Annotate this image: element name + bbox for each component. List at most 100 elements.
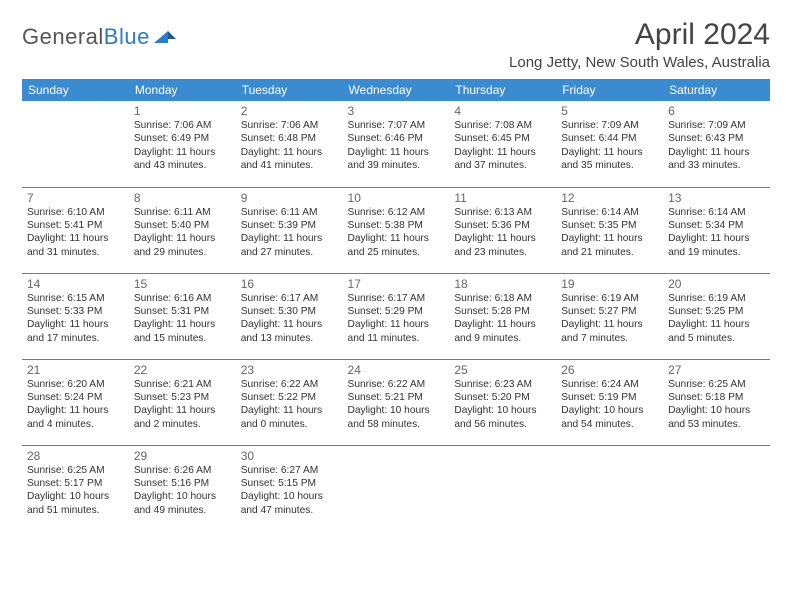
day-number: 5 (561, 104, 658, 118)
day-number: 20 (668, 277, 765, 291)
day-info: Sunrise: 6:25 AMSunset: 5:17 PMDaylight:… (27, 464, 124, 518)
day-info: Sunrise: 7:09 AMSunset: 6:44 PMDaylight:… (561, 119, 658, 173)
location: Long Jetty, New South Wales, Australia (509, 54, 770, 71)
calendar-cell: 12Sunrise: 6:14 AMSunset: 5:35 PMDayligh… (556, 187, 663, 273)
day-info: Sunrise: 6:17 AMSunset: 5:30 PMDaylight:… (241, 292, 338, 346)
calendar-cell: 25Sunrise: 6:23 AMSunset: 5:20 PMDayligh… (449, 359, 556, 445)
day-info: Sunrise: 6:22 AMSunset: 5:21 PMDaylight:… (348, 378, 445, 432)
day-number: 9 (241, 191, 338, 205)
calendar-row: 7Sunrise: 6:10 AMSunset: 5:41 PMDaylight… (22, 187, 770, 273)
calendar-cell: 9Sunrise: 6:11 AMSunset: 5:39 PMDaylight… (236, 187, 343, 273)
day-info: Sunrise: 6:13 AMSunset: 5:36 PMDaylight:… (454, 206, 551, 260)
day-header: Tuesday (236, 79, 343, 101)
month-title: April 2024 (509, 18, 770, 52)
calendar-cell: 27Sunrise: 6:25 AMSunset: 5:18 PMDayligh… (663, 359, 770, 445)
title-block: April 2024 Long Jetty, New South Wales, … (509, 18, 770, 71)
day-info: Sunrise: 6:16 AMSunset: 5:31 PMDaylight:… (134, 292, 231, 346)
logo-word-2: Blue (104, 24, 150, 49)
day-number: 1 (134, 104, 231, 118)
calendar-cell: 17Sunrise: 6:17 AMSunset: 5:29 PMDayligh… (343, 273, 450, 359)
day-info: Sunrise: 6:19 AMSunset: 5:27 PMDaylight:… (561, 292, 658, 346)
day-number: 27 (668, 363, 765, 377)
day-header: Thursday (449, 79, 556, 101)
calendar-head: SundayMondayTuesdayWednesdayThursdayFrid… (22, 79, 770, 101)
day-number: 23 (241, 363, 338, 377)
calendar-cell: 19Sunrise: 6:19 AMSunset: 5:27 PMDayligh… (556, 273, 663, 359)
calendar-body: 1Sunrise: 7:06 AMSunset: 6:49 PMDaylight… (22, 101, 770, 531)
day-number: 4 (454, 104, 551, 118)
calendar-cell: 21Sunrise: 6:20 AMSunset: 5:24 PMDayligh… (22, 359, 129, 445)
calendar-cell: 11Sunrise: 6:13 AMSunset: 5:36 PMDayligh… (449, 187, 556, 273)
calendar-row: 14Sunrise: 6:15 AMSunset: 5:33 PMDayligh… (22, 273, 770, 359)
day-info: Sunrise: 6:26 AMSunset: 5:16 PMDaylight:… (134, 464, 231, 518)
calendar-cell: 13Sunrise: 6:14 AMSunset: 5:34 PMDayligh… (663, 187, 770, 273)
calendar-cell: 23Sunrise: 6:22 AMSunset: 5:22 PMDayligh… (236, 359, 343, 445)
day-info: Sunrise: 7:07 AMSunset: 6:46 PMDaylight:… (348, 119, 445, 173)
calendar-cell (663, 445, 770, 531)
day-info: Sunrise: 7:08 AMSunset: 6:45 PMDaylight:… (454, 119, 551, 173)
day-number: 16 (241, 277, 338, 291)
calendar-cell: 30Sunrise: 6:27 AMSunset: 5:15 PMDayligh… (236, 445, 343, 531)
calendar-cell: 4Sunrise: 7:08 AMSunset: 6:45 PMDaylight… (449, 101, 556, 187)
day-info: Sunrise: 6:19 AMSunset: 5:25 PMDaylight:… (668, 292, 765, 346)
calendar-cell: 22Sunrise: 6:21 AMSunset: 5:23 PMDayligh… (129, 359, 236, 445)
calendar-cell: 24Sunrise: 6:22 AMSunset: 5:21 PMDayligh… (343, 359, 450, 445)
day-number: 19 (561, 277, 658, 291)
calendar-cell (449, 445, 556, 531)
day-info: Sunrise: 7:06 AMSunset: 6:49 PMDaylight:… (134, 119, 231, 173)
calendar-row: 21Sunrise: 6:20 AMSunset: 5:24 PMDayligh… (22, 359, 770, 445)
day-number: 29 (134, 449, 231, 463)
day-info: Sunrise: 6:15 AMSunset: 5:33 PMDaylight:… (27, 292, 124, 346)
day-number: 28 (27, 449, 124, 463)
day-info: Sunrise: 6:24 AMSunset: 5:19 PMDaylight:… (561, 378, 658, 432)
calendar-cell: 2Sunrise: 7:06 AMSunset: 6:48 PMDaylight… (236, 101, 343, 187)
calendar-cell: 20Sunrise: 6:19 AMSunset: 5:25 PMDayligh… (663, 273, 770, 359)
day-info: Sunrise: 6:10 AMSunset: 5:41 PMDaylight:… (27, 206, 124, 260)
calendar-cell (343, 445, 450, 531)
calendar-cell: 28Sunrise: 6:25 AMSunset: 5:17 PMDayligh… (22, 445, 129, 531)
calendar-cell (556, 445, 663, 531)
day-number: 8 (134, 191, 231, 205)
day-info: Sunrise: 6:12 AMSunset: 5:38 PMDaylight:… (348, 206, 445, 260)
day-info: Sunrise: 6:27 AMSunset: 5:15 PMDaylight:… (241, 464, 338, 518)
calendar-cell: 5Sunrise: 7:09 AMSunset: 6:44 PMDaylight… (556, 101, 663, 187)
day-info: Sunrise: 6:22 AMSunset: 5:22 PMDaylight:… (241, 378, 338, 432)
calendar-cell: 3Sunrise: 7:07 AMSunset: 6:46 PMDaylight… (343, 101, 450, 187)
day-info: Sunrise: 7:09 AMSunset: 6:43 PMDaylight:… (668, 119, 765, 173)
calendar-row: 28Sunrise: 6:25 AMSunset: 5:17 PMDayligh… (22, 445, 770, 531)
calendar-cell: 16Sunrise: 6:17 AMSunset: 5:30 PMDayligh… (236, 273, 343, 359)
day-info: Sunrise: 7:06 AMSunset: 6:48 PMDaylight:… (241, 119, 338, 173)
calendar-cell: 1Sunrise: 7:06 AMSunset: 6:49 PMDaylight… (129, 101, 236, 187)
logo-mark-icon (154, 29, 176, 45)
day-info: Sunrise: 6:11 AMSunset: 5:40 PMDaylight:… (134, 206, 231, 260)
day-number: 18 (454, 277, 551, 291)
day-number: 10 (348, 191, 445, 205)
logo: GeneralBlue (22, 18, 176, 50)
day-number: 3 (348, 104, 445, 118)
day-info: Sunrise: 6:11 AMSunset: 5:39 PMDaylight:… (241, 206, 338, 260)
day-header: Saturday (663, 79, 770, 101)
day-header: Friday (556, 79, 663, 101)
day-info: Sunrise: 6:18 AMSunset: 5:28 PMDaylight:… (454, 292, 551, 346)
day-number: 14 (27, 277, 124, 291)
day-number: 17 (348, 277, 445, 291)
logo-word-1: General (22, 24, 104, 49)
calendar-cell: 26Sunrise: 6:24 AMSunset: 5:19 PMDayligh… (556, 359, 663, 445)
header: GeneralBlue April 2024 Long Jetty, New S… (22, 18, 770, 71)
calendar-cell: 10Sunrise: 6:12 AMSunset: 5:38 PMDayligh… (343, 187, 450, 273)
day-info: Sunrise: 6:23 AMSunset: 5:20 PMDaylight:… (454, 378, 551, 432)
calendar-cell: 15Sunrise: 6:16 AMSunset: 5:31 PMDayligh… (129, 273, 236, 359)
day-number: 26 (561, 363, 658, 377)
day-header: Monday (129, 79, 236, 101)
day-number: 24 (348, 363, 445, 377)
day-header: Sunday (22, 79, 129, 101)
day-number: 30 (241, 449, 338, 463)
day-info: Sunrise: 6:14 AMSunset: 5:35 PMDaylight:… (561, 206, 658, 260)
day-info: Sunrise: 6:25 AMSunset: 5:18 PMDaylight:… (668, 378, 765, 432)
day-number: 15 (134, 277, 231, 291)
day-info: Sunrise: 6:17 AMSunset: 5:29 PMDaylight:… (348, 292, 445, 346)
logo-text: GeneralBlue (22, 24, 150, 50)
calendar-cell: 6Sunrise: 7:09 AMSunset: 6:43 PMDaylight… (663, 101, 770, 187)
day-number: 12 (561, 191, 658, 205)
day-number: 22 (134, 363, 231, 377)
